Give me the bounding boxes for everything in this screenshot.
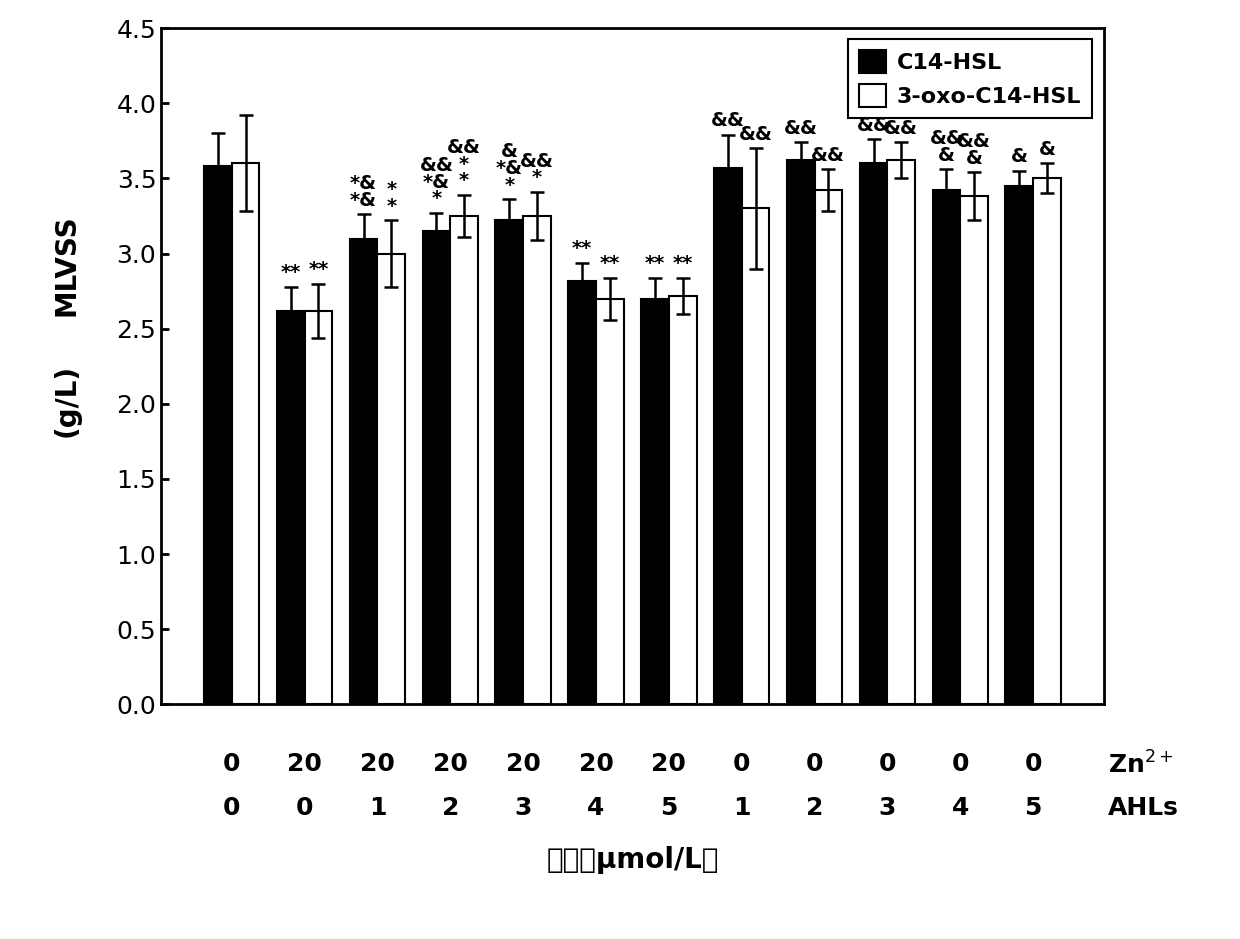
Bar xyxy=(277,311,305,704)
Text: &&
&: && & xyxy=(930,130,963,165)
Text: MLVSS: MLVSS xyxy=(53,214,81,316)
Bar xyxy=(668,296,697,704)
Bar xyxy=(450,216,477,704)
Text: 4: 4 xyxy=(951,795,968,820)
Text: &&
*&
*: && *& * xyxy=(419,156,454,208)
Bar xyxy=(596,299,624,704)
Bar xyxy=(742,208,769,704)
Text: **: ** xyxy=(309,260,329,279)
Text: 20: 20 xyxy=(288,751,322,776)
Bar xyxy=(523,216,551,704)
Text: &: & xyxy=(1038,140,1055,159)
Text: 0: 0 xyxy=(296,795,314,820)
Text: (g/L): (g/L) xyxy=(53,363,81,437)
Text: 20: 20 xyxy=(506,751,541,776)
Text: *
*: * * xyxy=(386,180,397,216)
Bar xyxy=(232,163,259,704)
Text: 5: 5 xyxy=(660,795,677,820)
Text: 0: 0 xyxy=(223,751,241,776)
Text: &&: && xyxy=(884,119,919,138)
Text: **: ** xyxy=(600,254,620,273)
Text: 2: 2 xyxy=(806,795,823,820)
Bar xyxy=(377,254,405,704)
Text: 1: 1 xyxy=(368,795,386,820)
Text: &
*&
*: & *& * xyxy=(496,143,523,195)
Text: &&: && xyxy=(857,115,890,135)
Text: &&
*
*: && * * xyxy=(448,138,481,191)
Text: 浓度（μmol/L）: 浓度（μmol/L） xyxy=(546,846,719,874)
Bar xyxy=(888,161,915,704)
Bar xyxy=(714,168,742,704)
Text: *&
*&: *& *& xyxy=(350,175,377,210)
Text: AHLs: AHLs xyxy=(1109,795,1179,820)
Text: 0: 0 xyxy=(879,751,897,776)
Bar xyxy=(932,191,960,704)
Text: 20: 20 xyxy=(579,751,614,776)
Bar xyxy=(568,281,596,704)
Text: Zn$^{2+}$: Zn$^{2+}$ xyxy=(1109,751,1174,778)
Bar xyxy=(305,311,332,704)
Legend: C14-HSL, 3-oxo-C14-HSL: C14-HSL, 3-oxo-C14-HSL xyxy=(848,39,1092,118)
Text: 0: 0 xyxy=(223,795,241,820)
Text: &&
&: && & xyxy=(957,132,991,168)
Text: **: ** xyxy=(672,254,693,273)
Text: **: ** xyxy=(572,239,593,258)
Text: 4: 4 xyxy=(588,795,605,820)
Text: 1: 1 xyxy=(733,795,750,820)
Text: 20: 20 xyxy=(360,751,394,776)
Bar xyxy=(1006,186,1033,704)
Text: &&: && xyxy=(784,119,817,138)
Text: 3: 3 xyxy=(515,795,532,820)
Text: 20: 20 xyxy=(651,751,686,776)
Text: &&
*: && * xyxy=(520,152,554,188)
Text: 0: 0 xyxy=(1024,751,1042,776)
Text: 0: 0 xyxy=(951,751,968,776)
Text: **: ** xyxy=(280,263,301,282)
Bar xyxy=(960,196,988,704)
Text: &&: && xyxy=(739,125,773,144)
Text: 2: 2 xyxy=(441,795,459,820)
Text: 5: 5 xyxy=(1024,795,1042,820)
Bar xyxy=(350,239,377,704)
Bar xyxy=(205,166,232,704)
Bar xyxy=(787,161,815,704)
Text: &&: && xyxy=(711,112,745,131)
Bar xyxy=(641,299,668,704)
Text: &: & xyxy=(1011,147,1028,166)
Text: 0: 0 xyxy=(806,751,823,776)
Text: 3: 3 xyxy=(879,795,897,820)
Bar xyxy=(1033,178,1060,704)
Bar xyxy=(815,191,842,704)
Bar xyxy=(423,231,450,704)
Text: &&: && xyxy=(811,146,846,165)
Bar xyxy=(859,163,888,704)
Bar xyxy=(496,221,523,704)
Text: 20: 20 xyxy=(433,751,467,776)
Text: **: ** xyxy=(645,254,665,273)
Text: 0: 0 xyxy=(733,751,750,776)
